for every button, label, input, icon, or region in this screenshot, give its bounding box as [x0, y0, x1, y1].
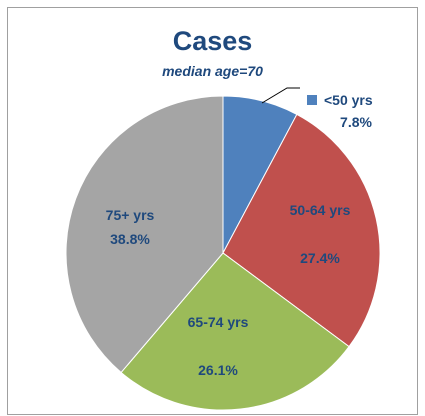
- leader-line: [261, 87, 300, 104]
- value-label: 26.1%: [198, 362, 238, 378]
- pie-slice: [222, 113, 381, 348]
- chart-subtitle: median age=70: [162, 63, 263, 79]
- slice-label: 65-74 yrs: [187, 314, 249, 330]
- pie-slice: [65, 95, 224, 374]
- value-label: 38.8%: [110, 231, 150, 247]
- value-label: 7.8%: [340, 114, 372, 130]
- legend-swatch: [307, 95, 317, 105]
- chart-title: Cases: [172, 26, 253, 56]
- slice-label: <50 yrs: [324, 92, 373, 108]
- value-label: 27.4%: [300, 250, 340, 266]
- slice-label: 50-64 yrs: [289, 202, 351, 218]
- slice-label: 75+ yrs: [105, 207, 155, 223]
- pie-slice: [120, 252, 350, 411]
